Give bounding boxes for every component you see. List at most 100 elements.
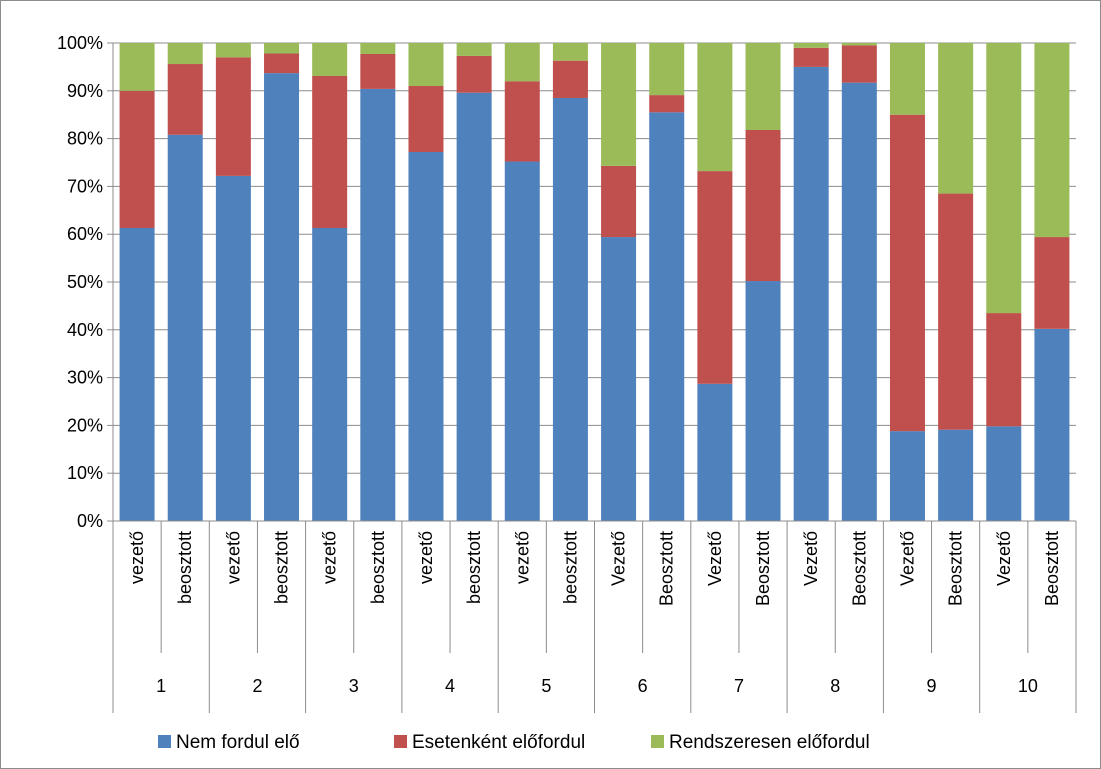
bar-segment xyxy=(986,426,1022,521)
bar-segment xyxy=(697,43,733,172)
x-category-label: Vezető xyxy=(801,531,821,586)
x-category-label: beosztott xyxy=(175,531,195,604)
bar-segment xyxy=(697,171,733,384)
y-axis-tick-labels: 0% 10% 20% 30% 40% 50% 60% 70% 80% 90% 100% xyxy=(57,33,103,531)
legend-swatch xyxy=(158,735,171,748)
bar-segment xyxy=(167,64,203,135)
x-category-label: beosztott xyxy=(560,531,580,604)
bar-segment xyxy=(360,53,396,89)
bar-segment xyxy=(793,43,829,48)
bar-segment xyxy=(841,43,877,46)
x-group-label: 3 xyxy=(349,676,359,696)
bar-segment xyxy=(986,43,1022,314)
y-tick-label: 100% xyxy=(57,33,103,53)
x-group-label: 10 xyxy=(1018,676,1038,696)
bar-segment xyxy=(889,43,925,115)
bar-segment xyxy=(215,43,251,58)
bar-segment xyxy=(215,175,251,521)
bar-segment xyxy=(504,43,540,82)
bar-segment xyxy=(889,431,925,521)
axes xyxy=(107,42,1077,713)
gridlines xyxy=(113,42,1076,474)
bar-segment xyxy=(552,60,588,98)
bar-segment xyxy=(552,43,588,61)
legend-swatch xyxy=(394,735,407,748)
bar-segment xyxy=(841,82,877,521)
y-tick-label: 80% xyxy=(67,129,103,149)
x-category-label: Beosztott xyxy=(1042,531,1062,606)
bar-segment xyxy=(986,313,1022,427)
bar-segment xyxy=(745,129,781,282)
legend-label: Nem fordul elő xyxy=(176,732,300,753)
bar-segment xyxy=(312,227,348,521)
bar-segment xyxy=(697,383,733,521)
x-group-label: 8 xyxy=(830,676,840,696)
x-category-label: beosztott xyxy=(368,531,388,604)
bar-segment xyxy=(504,161,540,521)
bar-segment xyxy=(793,66,829,522)
x-category-label: Vezető xyxy=(705,531,725,586)
x-category-label: beosztott xyxy=(464,531,484,604)
bar-segment xyxy=(938,43,974,194)
x-category-label: vezető xyxy=(127,531,147,584)
y-tick-label: 70% xyxy=(67,176,103,196)
x-category-label: beosztott xyxy=(272,531,292,604)
x-category-label: Beosztott xyxy=(657,531,677,606)
y-tick-label: 60% xyxy=(67,224,103,244)
x-group-label: 5 xyxy=(541,676,551,696)
bar-segment xyxy=(745,281,781,521)
bar-segment xyxy=(408,151,444,521)
bar-segment xyxy=(312,75,348,228)
legend-label: Rendszeresen előfordul xyxy=(669,732,870,753)
x-group-label: 4 xyxy=(445,676,455,696)
bar-segment xyxy=(889,114,925,432)
bar-segment xyxy=(312,43,348,76)
y-tick-label: 90% xyxy=(67,81,103,101)
x-axis-group-labels: 1 2 3 4 5 6 7 8 9 10 xyxy=(156,676,1038,696)
bar-segment xyxy=(841,45,877,83)
bar-segment xyxy=(552,97,588,521)
legend-label: Esetenként előfordul xyxy=(412,732,585,753)
bar-segment xyxy=(745,43,781,130)
bar-segment xyxy=(408,43,444,87)
y-tick-label: 50% xyxy=(67,272,103,292)
x-category-label: Vezető xyxy=(897,531,917,586)
bar-segment xyxy=(215,57,251,176)
y-tick-label: 30% xyxy=(67,368,103,388)
x-category-label: Beosztott xyxy=(946,531,966,606)
y-tick-label: 10% xyxy=(67,463,103,483)
x-category-label: Beosztott xyxy=(849,531,869,606)
x-axis-category-labels: vezető beosztott vezető beosztott vezető beos… xyxy=(127,531,1062,606)
bar-segment xyxy=(504,81,540,162)
bar-segment xyxy=(938,429,974,521)
x-category-label: vezető xyxy=(512,531,532,584)
bar-segment xyxy=(649,95,685,113)
bar-segment xyxy=(601,43,637,166)
bar-segment xyxy=(119,90,155,228)
bar-segment xyxy=(601,237,637,521)
bar-segment xyxy=(601,165,637,238)
bar-segment xyxy=(119,43,155,91)
bar-segment xyxy=(408,86,444,152)
bar-segment xyxy=(1034,328,1070,521)
bar-segment xyxy=(456,55,492,93)
x-category-label: Vezető xyxy=(609,531,629,586)
x-category-label: vezető xyxy=(223,531,243,584)
bar-segment xyxy=(456,43,492,56)
bar-segment xyxy=(1034,237,1070,329)
bar-segment xyxy=(167,43,203,65)
bars xyxy=(119,43,1070,522)
bar-segment xyxy=(360,88,396,521)
x-category-label: Beosztott xyxy=(753,531,773,606)
legend: Nem fordul elő Esetenként előfordul Rendsz… xyxy=(158,732,870,753)
y-tick-label: 40% xyxy=(67,320,103,340)
x-group-label: 9 xyxy=(927,676,937,696)
bar-segment xyxy=(119,227,155,521)
x-category-label: vezető xyxy=(320,531,340,584)
bar-segment xyxy=(167,134,203,521)
bar-segment xyxy=(1034,43,1070,238)
bar-segment xyxy=(793,47,829,67)
x-group-label: 6 xyxy=(638,676,648,696)
